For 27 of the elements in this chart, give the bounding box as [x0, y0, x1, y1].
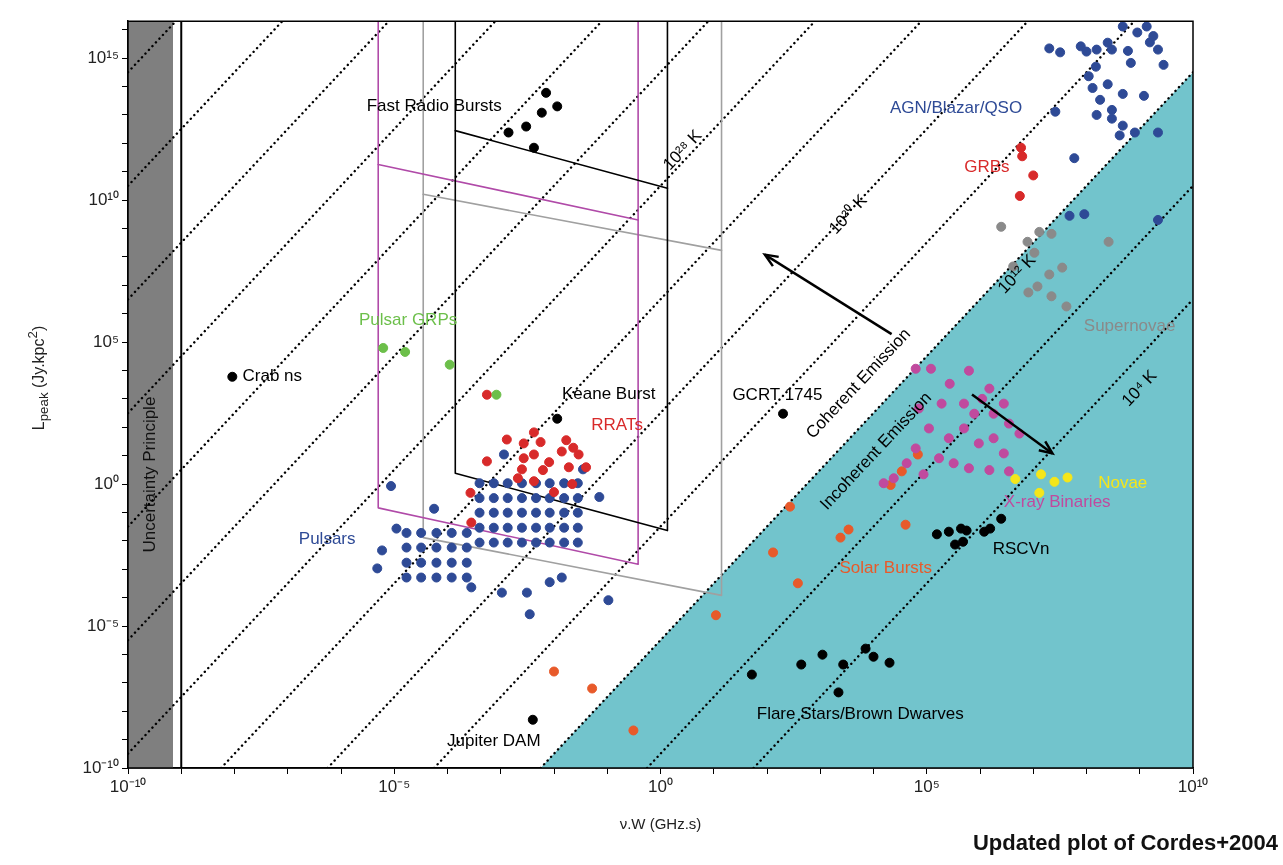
x-axis-title: ν.W (GHz.s): [619, 815, 702, 833]
text: 10²⁸ K: [658, 125, 706, 174]
series-label: Flare Stars/Brown Dwarves: [756, 704, 964, 724]
y-tick-label: 10¹⁵: [87, 47, 119, 67]
series-label: Supernovae: [1083, 315, 1176, 335]
x-tick-label: 10¹⁰: [1177, 776, 1209, 796]
x-tick-label: 10⁰: [648, 776, 673, 796]
series-label: Novae: [1098, 472, 1148, 492]
x-tick-label: 10⁻⁵: [378, 776, 411, 796]
x-tick-label: 10⁵: [913, 776, 940, 796]
series-label: Pulsars: [298, 529, 356, 549]
series-label: AGN/Blazar/QSO: [889, 97, 1023, 117]
series-label: Crab ns: [242, 366, 303, 386]
series-label: X-ray Binaries: [1003, 491, 1111, 511]
text: Updated plot of Cordes+2004: [972, 830, 1278, 856]
series-label: GRBs: [964, 157, 1010, 177]
band-label: Uncertainty Principle: [140, 396, 160, 553]
text: 10⁴ K: [1117, 365, 1161, 411]
y-tick-label: 10¹⁰: [88, 189, 119, 209]
y-tick-label: 10⁻¹⁰: [82, 757, 119, 777]
series-label: RSCVn: [992, 539, 1050, 559]
y-tick-label: 10⁵: [93, 331, 119, 351]
y-tick-label: 10⁻⁵: [87, 615, 119, 635]
y-tick-label: 10⁰: [94, 473, 119, 493]
series-label: Solar Bursts: [839, 558, 933, 578]
series-label: Jupiter DAM: [447, 731, 541, 750]
x-tick-label: 10⁻¹⁰: [109, 776, 147, 796]
